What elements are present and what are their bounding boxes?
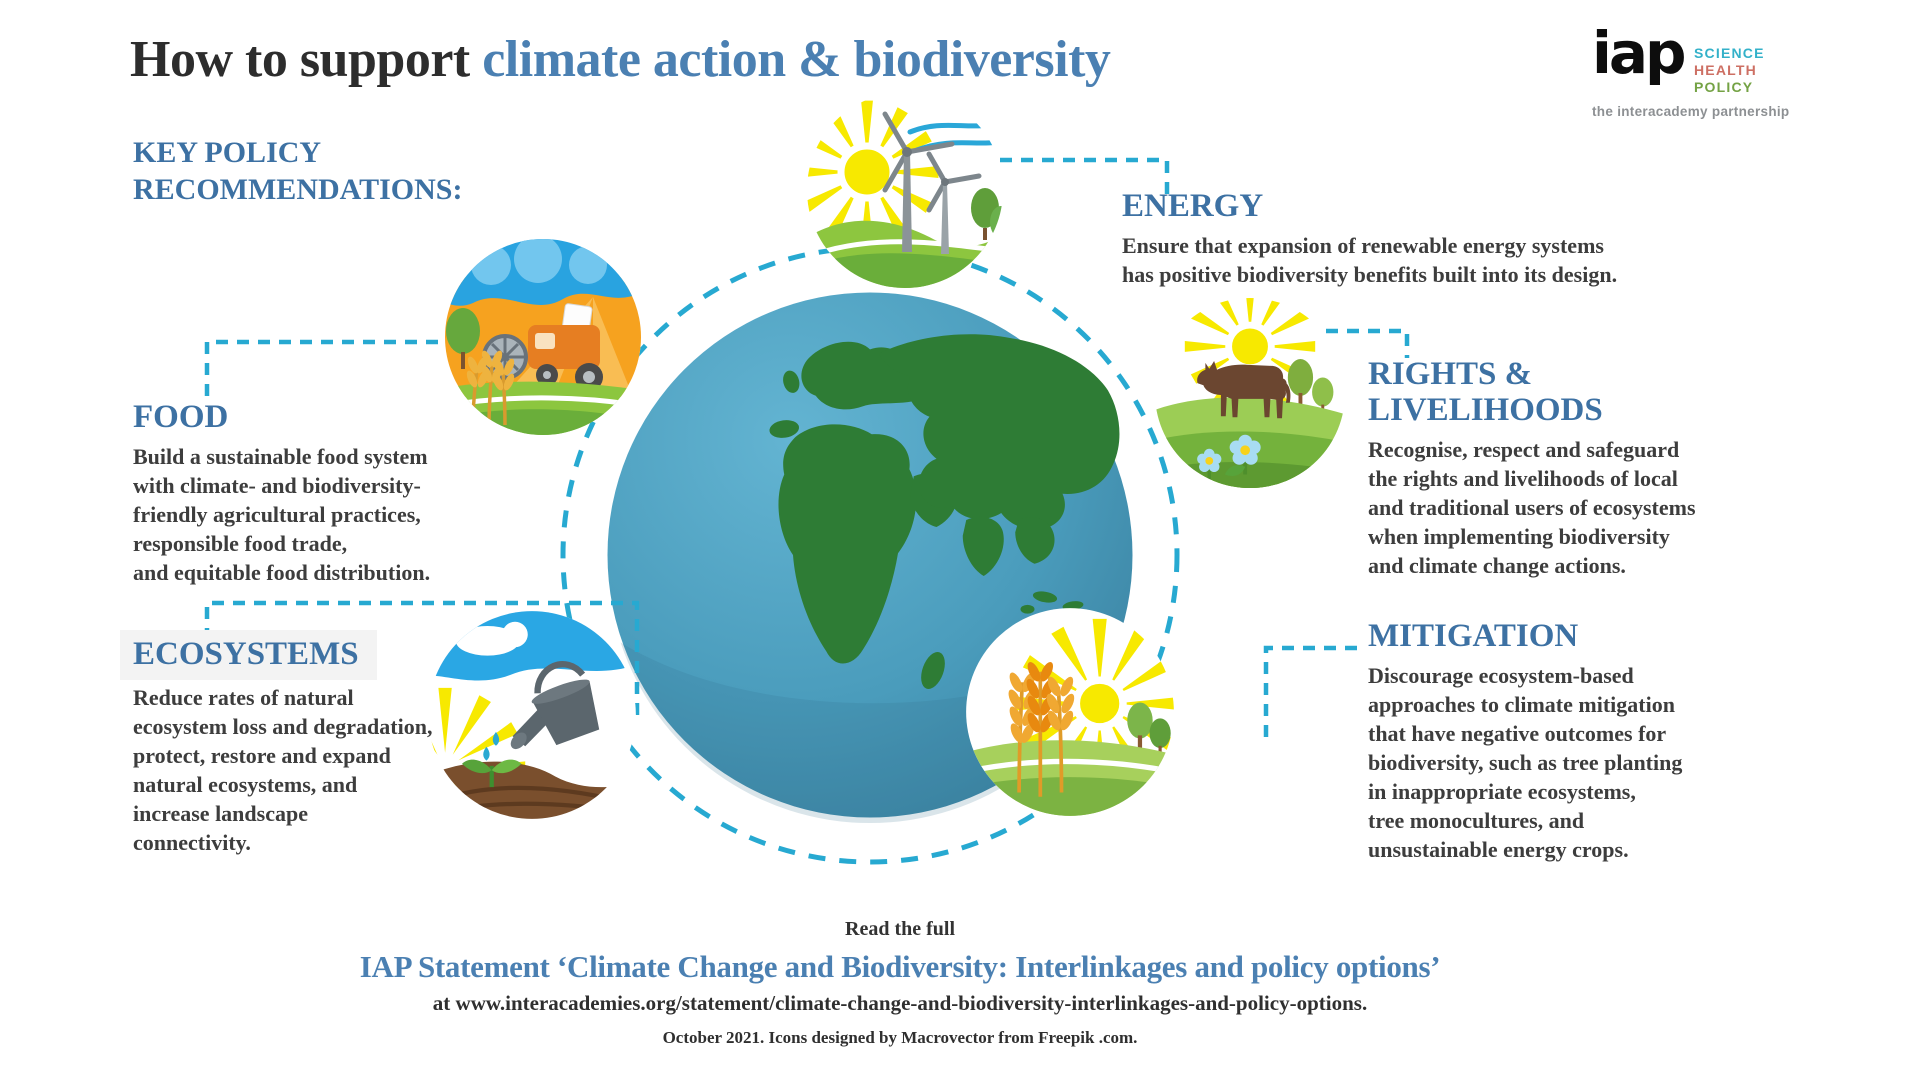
section-rights-livelihoods: RIGHTS & LIVELIHOODS Recognise, respect …: [1368, 356, 1828, 580]
food-connector-line: [204, 339, 450, 396]
section-ecosystems: ECOSYSTEMS Reduce rates of natural ecosy…: [120, 630, 600, 857]
energy-heading: ENERGY: [1122, 188, 1264, 224]
watering-can-seedling-icon: [426, 609, 638, 821]
page-title-accent: climate action & biodiversity: [482, 31, 1111, 88]
rights-body: Recognise, respect and safeguard the rig…: [1368, 437, 1696, 578]
rights-heading: RIGHTS & LIVELIHOODS: [1368, 356, 1603, 428]
read-the-full-label: Read the full: [845, 918, 955, 940]
section-mitigation: MITIGATION Discourage ecosystem-based ap…: [1368, 618, 1828, 864]
energy-body: Ensure that expansion of renewable energ…: [1122, 233, 1618, 287]
page-title: How to support climate action & biodiver…: [130, 30, 1111, 89]
statement-url[interactable]: at www.interacademies.org/statement/clim…: [432, 991, 1368, 1015]
food-heading: FOOD: [133, 399, 229, 435]
page-title-prefix: How to support: [130, 31, 483, 88]
mitigation-body: Discourage ecosystem-based approaches to…: [1368, 663, 1683, 862]
wheat-icon: [964, 606, 1176, 818]
section-food: FOOD Build a sustainable food system wit…: [133, 399, 603, 587]
footer: Read the full IAP Statement ‘Climate Cha…: [0, 918, 1800, 1048]
iap-logo-tagline: the interacademy partnership: [1592, 104, 1790, 119]
mitigation-heading: MITIGATION: [1368, 618, 1579, 654]
ecosystems-heading: ECOSYSTEMS: [120, 630, 377, 680]
cow-pasture-icon: [1153, 296, 1347, 490]
iap-logo-fields: SCIENCE HEALTH POLICY: [1694, 45, 1765, 96]
credits-line: October 2021. Icons designed by Macrovec…: [662, 1028, 1138, 1047]
statement-title: IAP Statement ‘Climate Change and Biodiv…: [359, 949, 1441, 984]
logo-field-health: HEALTH: [1694, 62, 1757, 78]
harvester-icon: [443, 237, 643, 437]
mitigation-connector-line: [1263, 645, 1357, 743]
ecosystems-body: Reduce rates of natural ecosystem loss a…: [133, 685, 433, 855]
section-energy: ENERGY Ensure that expansion of renewabl…: [1122, 188, 1722, 289]
food-body: Build a sustainable food system with cli…: [133, 444, 431, 585]
iap-wordmark: iap: [1592, 19, 1687, 87]
wind-turbines-icon: [805, 90, 1005, 290]
logo-field-science: SCIENCE: [1694, 45, 1765, 61]
iap-logo: iap SCIENCE HEALTH POLICY the interacade…: [1592, 21, 1852, 123]
key-policy-heading: KEY POLICY RECOMMENDATIONS:: [133, 136, 463, 206]
logo-field-policy: POLICY: [1694, 79, 1754, 95]
